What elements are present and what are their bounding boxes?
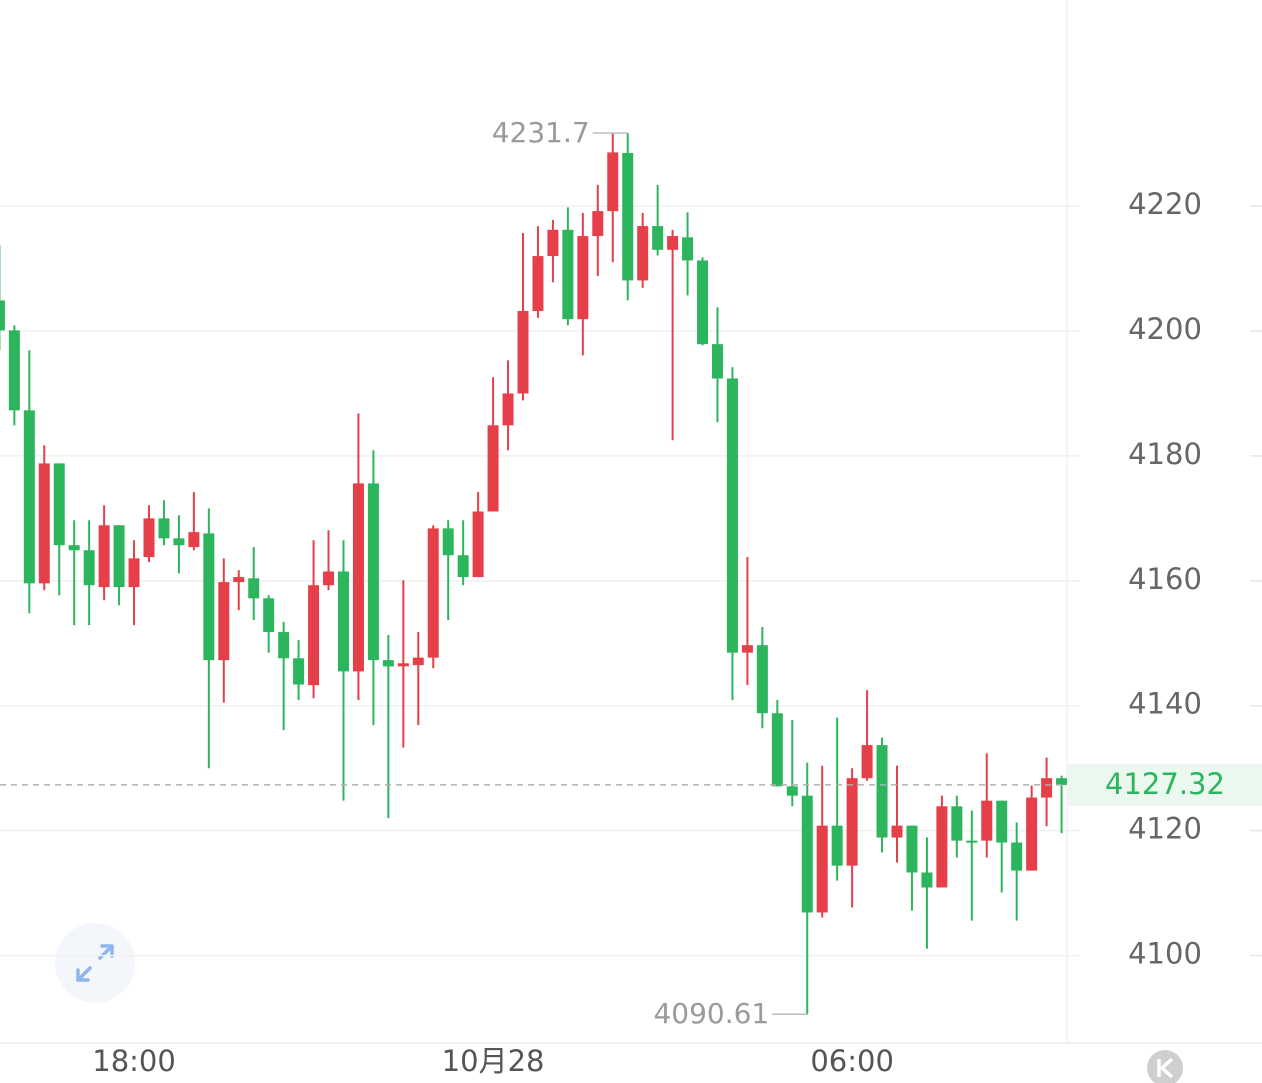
- candle-body: [1041, 778, 1053, 798]
- k-icon[interactable]: [1157, 1057, 1174, 1079]
- candle-body: [996, 800, 1008, 843]
- candle-body: [233, 577, 245, 583]
- candle-body: [697, 260, 709, 345]
- candle-body: [382, 660, 394, 667]
- candle-body: [83, 550, 95, 586]
- candle-body: [113, 525, 125, 588]
- candle-body: [801, 795, 813, 913]
- candle-body: [337, 571, 349, 672]
- y-tick-label: 4100: [1128, 937, 1202, 971]
- y-tick-label: 4200: [1128, 312, 1202, 346]
- candle-body: [517, 311, 529, 394]
- candle-body: [98, 525, 110, 588]
- candle-body: [861, 745, 873, 779]
- candle-body: [771, 713, 783, 787]
- annotation-label: 4231.7: [492, 116, 590, 149]
- candle-body: [218, 582, 230, 661]
- candle-body: [1011, 842, 1023, 871]
- candle-body: [846, 778, 858, 866]
- candle-body: [427, 528, 439, 658]
- candle-body: [921, 872, 933, 888]
- candle-body: [936, 806, 948, 888]
- annotation-label: 4090.61: [653, 997, 769, 1030]
- y-tick-label: 4220: [1128, 187, 1202, 221]
- candle-body: [23, 410, 35, 584]
- k-button[interactable]: [1147, 1050, 1183, 1083]
- last-price-bg: [1068, 763, 1262, 806]
- candle-body: [457, 555, 469, 578]
- candle-body: [711, 344, 723, 379]
- candle-body: [38, 463, 50, 584]
- x-tick-label: 18:00: [92, 1044, 176, 1078]
- y-tick-label: 4180: [1128, 437, 1202, 471]
- candle-body: [562, 229, 574, 320]
- candle-body: [323, 571, 335, 586]
- x-tick-label: 10月28: [442, 1044, 545, 1078]
- candle-body: [607, 152, 619, 212]
- candle-body: [397, 663, 409, 667]
- candle-body: [1056, 778, 1067, 785]
- candle-body: [188, 532, 200, 548]
- candle-body: [143, 518, 155, 558]
- candle-body: [816, 825, 828, 913]
- x-tick-label: 06:00: [810, 1044, 894, 1078]
- candle-body: [592, 211, 604, 237]
- candle-body: [1026, 797, 1038, 871]
- candle-body: [8, 330, 20, 411]
- candle-body: [637, 226, 649, 281]
- candle-body: [203, 533, 215, 661]
- expand-bg[interactable]: [55, 923, 135, 1003]
- expand-icon[interactable]: [76, 944, 114, 982]
- candle-body: [577, 236, 589, 320]
- candle-body: [951, 806, 963, 841]
- candle-body: [667, 236, 679, 250]
- candle-body: [278, 632, 290, 659]
- candle-body: [891, 825, 903, 838]
- candle-body: [502, 393, 514, 426]
- candle-body: [128, 558, 140, 588]
- last-price-label: 4127.32: [1105, 767, 1225, 801]
- candle-body: [68, 545, 80, 551]
- candle-body: [682, 237, 694, 261]
- candle-body: [966, 840, 978, 843]
- candle-body: [248, 578, 260, 599]
- candle-body: [293, 658, 305, 685]
- candles: [0, 133, 1067, 1015]
- candle-body: [308, 585, 320, 686]
- candle-body: [726, 378, 738, 653]
- candle-body: [876, 745, 888, 838]
- candle-body: [532, 256, 544, 312]
- candle-body: [173, 538, 185, 546]
- candle-body: [367, 483, 379, 661]
- candle-body: [0, 300, 5, 331]
- candle-body: [158, 518, 170, 539]
- candle-body: [652, 226, 664, 250]
- candle-body: [831, 825, 843, 866]
- candle-body: [263, 598, 275, 633]
- candle-body: [906, 825, 918, 873]
- candle-body: [622, 153, 634, 281]
- candle-body: [981, 800, 993, 841]
- candle-body: [547, 229, 559, 257]
- candle-body: [487, 425, 499, 512]
- candle-body: [786, 786, 798, 796]
- candle-body: [352, 483, 364, 672]
- candle-body: [412, 657, 424, 666]
- candle-body: [472, 511, 484, 578]
- expand-button[interactable]: [55, 923, 135, 1003]
- y-tick-label: 4140: [1128, 687, 1202, 721]
- candle-body: [756, 645, 768, 714]
- y-tick-label: 4120: [1128, 812, 1202, 846]
- candle-body: [53, 463, 65, 546]
- y-tick-label: 4160: [1128, 562, 1202, 596]
- candle-body: [442, 528, 454, 556]
- candle-body: [741, 645, 753, 653]
